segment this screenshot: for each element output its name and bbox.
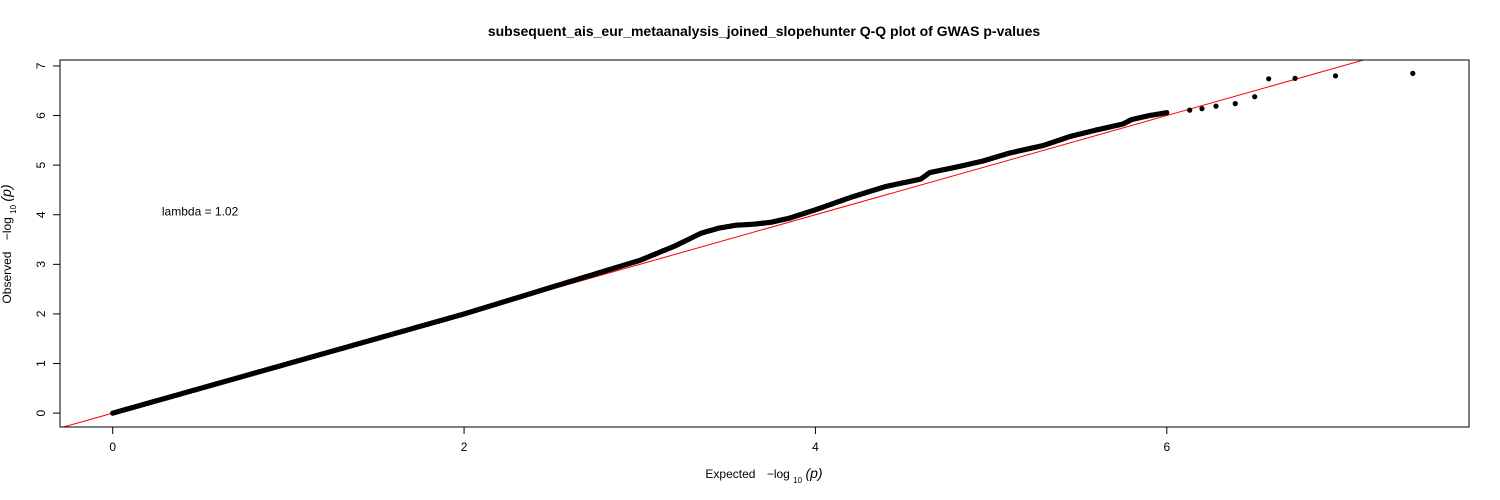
plot-frame — [59, 59, 1470, 428]
x-tick-label: 2 — [461, 440, 468, 454]
y-tick-label: 5 — [34, 161, 48, 168]
qq-point-top — [1332, 73, 1339, 79]
x-axis-label-expr: −log — [767, 467, 790, 481]
y-tick-label: 6 — [34, 112, 48, 119]
x-axis: 0 2 4 6 — [109, 426, 1170, 454]
y-axis-label: Observed −log 10 (p) — [0, 184, 18, 303]
y-tick-label: 1 — [34, 360, 48, 367]
y-tick-label: 0 — [34, 409, 48, 416]
qq-point — [1164, 110, 1170, 116]
x-tick-label: 6 — [1163, 440, 1170, 454]
y-axis-label-expr: −log — [0, 217, 14, 240]
qq-point-top — [1232, 101, 1238, 107]
lambda-annotation: lambda = 1.02 — [162, 205, 239, 219]
y-axis-label-prefix: Observed — [0, 252, 14, 304]
x-axis-label-var: (p) — [805, 465, 822, 481]
qq-point-top — [1213, 103, 1219, 109]
x-axis-label: Expected −log 10 (p) — [705, 465, 822, 485]
y-tick-label: 7 — [34, 62, 48, 69]
y-axis: 0 1 2 3 4 5 6 7 — [34, 62, 61, 416]
qq-point-top — [1410, 70, 1416, 76]
qq-point-top — [1252, 94, 1258, 100]
y-tick-label: 3 — [34, 261, 48, 268]
qq-point-top — [1292, 75, 1298, 81]
qq-point-top — [1199, 106, 1205, 112]
y-tick-label: 2 — [34, 310, 48, 317]
points-layer — [110, 70, 1416, 416]
x-axis-label-sub: 10 — [793, 476, 802, 485]
x-tick-label: 0 — [109, 440, 116, 454]
qq-point-top — [1266, 76, 1272, 82]
y-axis-label-var: (p) — [0, 184, 14, 201]
x-tick-label: 4 — [812, 440, 819, 454]
qq-point-top — [1187, 107, 1193, 113]
x-axis-label-prefix: Expected — [705, 467, 755, 481]
y-axis-label-sub: 10 — [9, 204, 18, 213]
chart-title: subsequent_ais_eur_metaanalysis_joined_s… — [488, 23, 1041, 39]
y-tick-label: 4 — [34, 211, 48, 218]
